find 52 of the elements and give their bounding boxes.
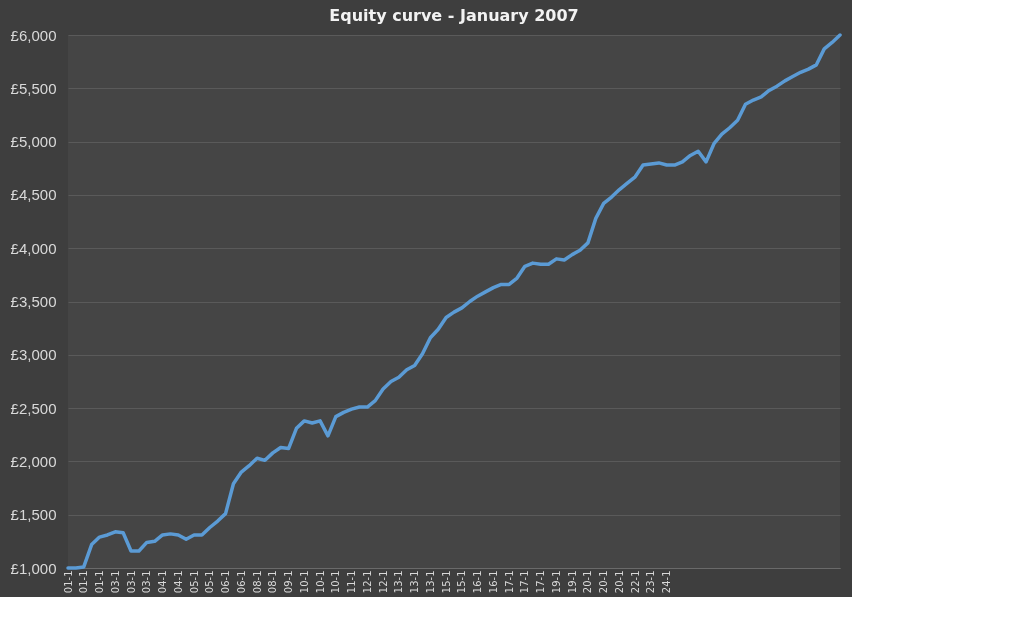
x-tick-label: 06-1 — [235, 570, 247, 594]
y-tick-label: £4,000 — [10, 239, 57, 257]
x-tick-label: 10-1 — [314, 570, 326, 594]
x-tick-label: 03-1 — [125, 570, 137, 594]
x-tick-label: 10-1 — [330, 570, 342, 594]
x-tick-label: 03-1 — [109, 570, 121, 594]
x-tick-label: 20-1 — [582, 570, 594, 594]
x-tick-label: 16-1 — [472, 570, 484, 594]
x-tick-label: 04-1 — [172, 570, 184, 594]
x-tick-label: 15-1 — [440, 570, 452, 594]
x-tick-label: 19-1 — [550, 570, 562, 594]
y-tick-label: £1,000 — [10, 559, 57, 577]
x-tick-label: 12-1 — [361, 570, 373, 594]
x-tick-label: 16-1 — [487, 570, 499, 594]
y-tick-label: £1,500 — [10, 506, 57, 524]
x-tick-label: 24-1 — [661, 570, 673, 594]
x-tick-label: 17-1 — [535, 570, 547, 594]
x-tick-label: 20-1 — [613, 570, 625, 594]
x-tick-label: 01-1 — [78, 570, 90, 594]
x-tick-label: 11-1 — [346, 570, 358, 594]
x-tick-label: 20-1 — [598, 570, 610, 594]
y-tick-label: £5,000 — [10, 133, 57, 151]
x-tick-label: 05-1 — [204, 570, 216, 594]
x-tick-label: 17-1 — [519, 570, 531, 594]
x-tick-label: 05-1 — [188, 570, 200, 594]
x-tick-label: 13-1 — [424, 570, 436, 594]
y-tick-label: £6,000 — [10, 26, 57, 44]
x-tick-label: 22-1 — [629, 570, 641, 594]
x-tick-label: 13-1 — [393, 570, 405, 594]
chart-title: Equity curve - January 2007 — [329, 6, 579, 25]
x-tick-label: 17-1 — [503, 570, 515, 594]
x-tick-label: 01-1 — [62, 570, 74, 594]
x-tick-label: 08-1 — [267, 570, 279, 594]
x-tick-label: 01-1 — [94, 570, 106, 594]
line-series — [66, 33, 842, 570]
x-tick-label: 04-1 — [157, 570, 169, 594]
x-tick-label: 03-1 — [141, 570, 153, 594]
x-tick-label: 06-1 — [220, 570, 232, 594]
x-tick-label: 13-1 — [409, 570, 421, 594]
x-tick-label: 12-1 — [377, 570, 389, 594]
x-tick-label: 09-1 — [283, 570, 295, 594]
x-tick-label: 19-1 — [566, 570, 578, 594]
y-tick-label: £5,500 — [10, 79, 57, 97]
y-tick-label: £2,000 — [10, 452, 57, 470]
y-tick-label: £3,500 — [10, 293, 57, 310]
x-tick-label: 10-1 — [298, 570, 310, 594]
x-tick-label: 23-1 — [645, 570, 657, 594]
y-tick-label: £4,500 — [10, 186, 57, 204]
x-tick-label: 08-1 — [251, 570, 263, 594]
x-tick-label: 15-1 — [456, 570, 468, 594]
y-tick-label: £2,500 — [10, 399, 57, 417]
y-tick-label: £3,000 — [10, 346, 57, 364]
